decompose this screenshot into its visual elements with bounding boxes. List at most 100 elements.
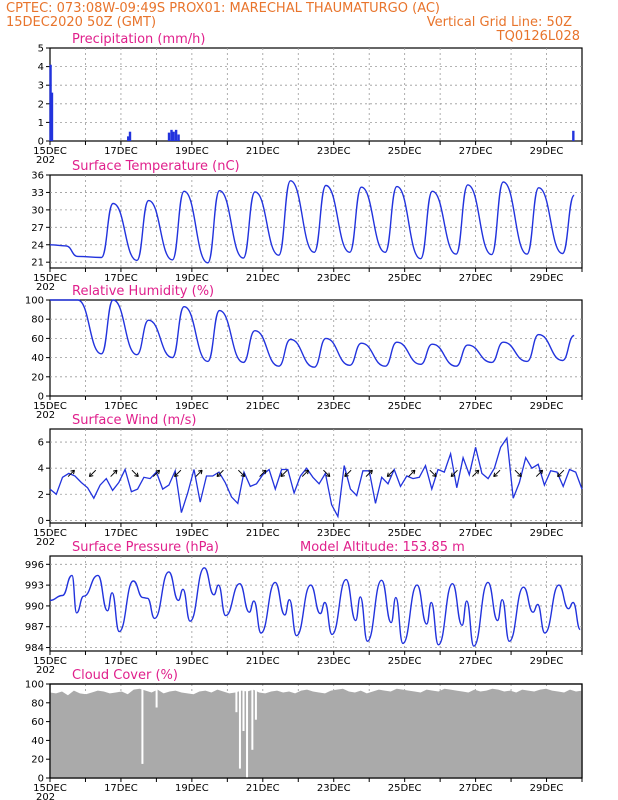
pres-ytick-label: 987: [25, 622, 44, 633]
cloud-dip: [235, 685, 238, 713]
rh-ytick-label: 60: [31, 334, 44, 345]
precip-title: Precipitation (mm/h): [72, 32, 205, 47]
wind-ytick-label: 4: [38, 464, 44, 475]
panel-pres: 984 987 990 993 996 15DEC 17DEC 19DEC 21DEC 23DEC…: [25, 540, 583, 676]
wind-arrow: [472, 469, 480, 477]
wind-xtick-label: 23DEC: [317, 528, 351, 539]
cloud-area: [50, 688, 582, 778]
wind-arrow-head: [517, 472, 522, 478]
precip-ytick-label: 2: [38, 99, 44, 110]
temp-title: Surface Temperature (nC): [72, 159, 240, 174]
wind-arrow-head: [493, 472, 498, 478]
precip-xtick-label: 17DEC: [104, 146, 138, 157]
wind-arrow-head: [88, 472, 94, 478]
temp-ytick-label: 21: [31, 258, 44, 269]
pres-xtick-label: 25DEC: [388, 656, 422, 667]
wind-arrow-head: [557, 472, 562, 478]
precip-bar: [50, 92, 54, 141]
cloud-xtick-label: 15DEC: [33, 783, 67, 794]
precip-ytick-label: 4: [38, 62, 44, 73]
wind-arrow-head: [304, 469, 310, 475]
precip-bar: [128, 131, 132, 141]
precip-bar: [172, 131, 175, 141]
wind-arrow: [429, 469, 437, 477]
pres-xtick-label: 17DEC: [104, 656, 138, 667]
wind-arrow: [365, 469, 373, 477]
header-line-1: CPTEC: 073:08W-09:49S PROX01: MARECHAL T…: [6, 1, 440, 16]
wind-arrow-head: [280, 472, 285, 478]
wind-ytick-label: 6: [38, 438, 44, 449]
wind-arrow-head: [325, 472, 331, 478]
precip-bar: [167, 132, 171, 141]
wind-arrow: [323, 469, 331, 477]
temp-ytick-label: 24: [31, 240, 44, 251]
cloud-dip: [242, 685, 245, 731]
pres-ytick-label: 993: [25, 581, 44, 592]
pres-extra: Model Altitude: 153.85 m: [300, 540, 465, 555]
wind-arrow-head: [386, 472, 392, 478]
rh-ytick-label: 80: [31, 315, 44, 326]
wind-year-label: 202: [36, 537, 55, 548]
temp-ytick-label: 36: [31, 171, 44, 182]
wind-arrow: [344, 469, 352, 477]
pres-xtick-label: 19DEC: [175, 656, 209, 667]
panel-rh: 0 20 40 60 80 100 15DEC 17DEC 19DEC 21DEC 23DEC 25D…: [25, 284, 583, 421]
cloud-ytick-label: 0: [38, 774, 44, 785]
wind-arrow-head: [474, 469, 480, 475]
pres-xtick-label: 29DEC: [530, 656, 564, 667]
rh-ytick-label: 40: [31, 353, 44, 364]
rh-xtick-label: 27DEC: [459, 401, 493, 412]
wind-xtick-label: 25DEC: [388, 528, 422, 539]
wind-arrow: [408, 469, 416, 477]
temp-xtick-label: 25DEC: [388, 273, 422, 284]
cloud-year-label: 202: [36, 792, 55, 800]
wind-arrow: [514, 469, 522, 477]
wind-arrow-head: [261, 469, 267, 475]
wind-ytick-label: 2: [38, 490, 44, 501]
precip-xtick-label: 27DEC: [459, 146, 493, 157]
wind-xtick-label: 27DEC: [459, 528, 493, 539]
cloud-frame-top: [49, 683, 583, 779]
pres-ytick-label: 996: [25, 560, 44, 571]
wind-arrow: [535, 469, 543, 477]
pres-title: Surface Pressure (hPa): [72, 540, 219, 555]
rh-year-label: 202: [36, 410, 55, 421]
precip-ytick-label: 5: [38, 44, 44, 55]
cloud-dip: [238, 685, 241, 769]
precip-bar: [127, 136, 130, 141]
wind-arrow: [216, 469, 224, 477]
temp-ytick-label: 30: [31, 205, 44, 216]
wind-xtick-label: 17DEC: [104, 528, 138, 539]
wind-arrow: [110, 469, 118, 477]
precip-bar: [174, 129, 178, 141]
cloud-dip: [251, 685, 254, 750]
wind-arrow: [174, 469, 182, 477]
cloud-xtick-label: 27DEC: [459, 783, 493, 794]
wind-frame: [49, 428, 583, 524]
header-date: 15DEC2020 50Z (GMT): [6, 15, 156, 30]
wind-arrow: [450, 469, 458, 477]
rh-xtick-label: 15DEC: [33, 401, 67, 412]
wind-title: Surface Wind (m/s): [72, 413, 196, 428]
precip-xtick-label: 29DEC: [530, 146, 564, 157]
pres-year-label: 202: [36, 665, 55, 676]
cloud-ytick-label: 100: [25, 680, 44, 691]
precip-xtick-label: 25DEC: [388, 146, 422, 157]
wind-arrow-head: [155, 469, 161, 475]
precip-bar: [170, 129, 173, 141]
precip-ytick-label: 0: [38, 137, 44, 148]
rh-ytick-label: 0: [38, 392, 44, 403]
rh-xtick-label: 29DEC: [530, 401, 564, 412]
temp-xtick-label: 27DEC: [459, 273, 493, 284]
cloud-dip: [246, 685, 249, 778]
wind-arrow: [237, 469, 246, 477]
rh-line: [49, 299, 575, 368]
rh-xtick-label: 19DEC: [175, 401, 209, 412]
wind-arrow: [301, 469, 309, 477]
pres-xtick-label: 23DEC: [317, 656, 351, 667]
rh-ytick-label: 100: [25, 296, 44, 307]
wind-arrow-head: [216, 472, 222, 478]
temp-xtick-label: 19DEC: [175, 273, 209, 284]
temp-xtick-label: 15DEC: [33, 273, 67, 284]
